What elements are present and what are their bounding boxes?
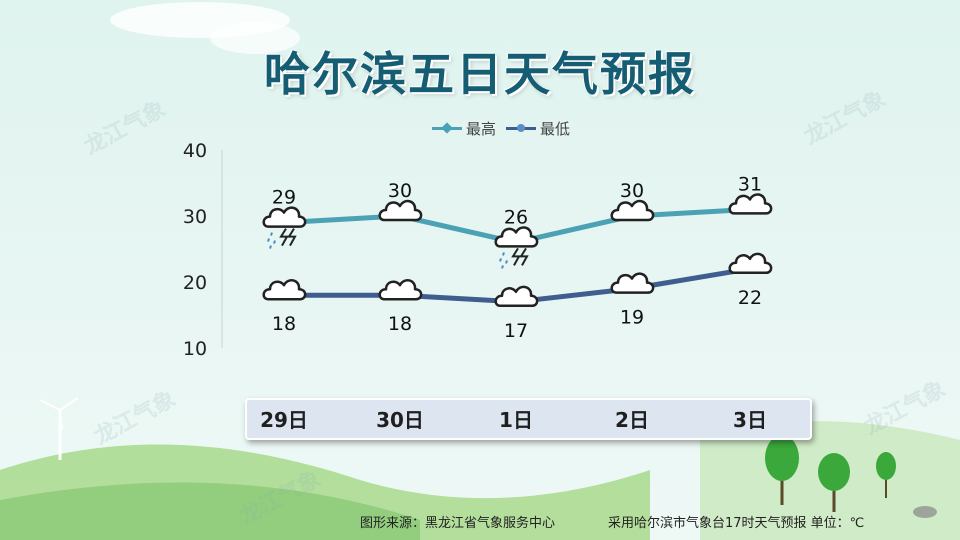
x-tick-label: 3日 (733, 408, 767, 432)
data-label-low: 18 (272, 313, 296, 335)
tree-icon (818, 453, 850, 512)
cloudy-icon (378, 279, 423, 301)
y-tick-label: 20 (183, 272, 207, 294)
y-tick-label: 30 (183, 206, 207, 228)
x-tick-label: 1日 (499, 408, 533, 432)
legend-item-high: 最高 (432, 118, 496, 139)
cloudy-icon (610, 199, 655, 222)
cloudy-icon (494, 285, 539, 308)
x-tick-label: 30日 (376, 408, 424, 432)
cloudy-icon (262, 279, 307, 301)
legend-swatch-high (432, 126, 462, 130)
thunderstorm-icon (494, 226, 539, 269)
data-label-high: 30 (620, 180, 644, 202)
data-label-high: 30 (388, 180, 412, 202)
tree-icon (765, 435, 799, 505)
data-label-high: 31 (738, 173, 762, 195)
day-axis-bar (245, 398, 812, 440)
data-label-high: 26 (504, 206, 528, 228)
data-label-low: 18 (388, 313, 412, 335)
data-label-high: 29 (272, 187, 296, 209)
cloudy-icon (728, 252, 773, 275)
page-title: 哈尔滨五日天气预报 (264, 47, 696, 101)
data-label-low: 22 (738, 287, 762, 309)
footer-source: 图形来源：黑龙江省气象服务中心 (360, 516, 556, 531)
cloudy-icon (378, 199, 423, 222)
data-label-low: 19 (620, 307, 644, 329)
legend-swatch-low (506, 123, 537, 132)
tree-icon (876, 452, 896, 498)
x-tick-label: 29日 (260, 408, 308, 432)
legend-item-low: 最低 (506, 118, 570, 139)
legend-label-high: 最高 (466, 119, 497, 138)
legend-label-low: 最低 (540, 119, 571, 138)
thunderstorm-icon (262, 206, 307, 249)
x-tick-label: 2日 (615, 408, 649, 432)
chart-legend: 最高 最低 (432, 117, 570, 139)
cloudy-icon (728, 193, 773, 215)
y-tick-label: 40 (183, 140, 207, 162)
data-label-low: 17 (504, 320, 528, 342)
y-tick-label: 10 (183, 338, 207, 360)
cloudy-icon (610, 272, 655, 294)
footer-note: 采用哈尔滨市气象台17时天气预报 单位：℃ (608, 516, 865, 531)
